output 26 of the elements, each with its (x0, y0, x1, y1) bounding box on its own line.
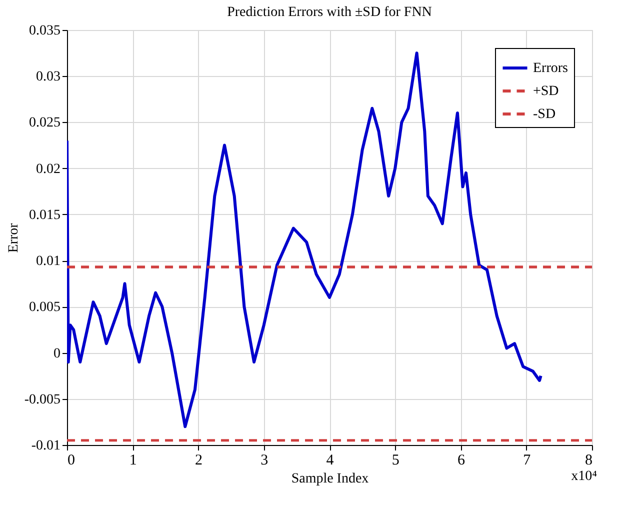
x-tick-label: 6 (458, 452, 466, 468)
y-tick-label: 0.015 (29, 208, 60, 223)
legend-label: +SD (533, 84, 559, 99)
x-tick-label: 5 (392, 452, 400, 468)
x-tick-label: 2 (195, 452, 202, 468)
text: x10⁴ (571, 469, 598, 484)
x-tick-label: 0 (68, 452, 75, 468)
x-tick-label: 8 (585, 452, 592, 468)
x-axis-title: Sample Index (291, 472, 369, 486)
y-tick-label: -0.01 (31, 438, 60, 454)
y-tick-label: -0.005 (24, 392, 60, 408)
y-tick-label: 0.02 (36, 162, 60, 177)
legend-label: -SD (533, 107, 556, 122)
x-tick-label: 1 (129, 452, 137, 468)
y-tick-label: 0 (54, 346, 60, 362)
x-tick-label: 3 (260, 452, 268, 468)
legend-label: Errors (533, 61, 568, 76)
y-tick-label: 0.03 (36, 70, 60, 85)
x-tick-label: 4 (326, 452, 334, 468)
y-tick-label: 0.035 (29, 24, 60, 38)
y-tick-label: 0.025 (29, 116, 60, 131)
y-tick-label: 0.005 (29, 300, 60, 316)
chart-title: Prediction Errors with ±SD for FNN (227, 5, 432, 20)
y-tick-label: 0.01 (36, 254, 60, 270)
x-tick-label: 7 (523, 452, 532, 468)
y-axis-title: Error (6, 222, 22, 253)
